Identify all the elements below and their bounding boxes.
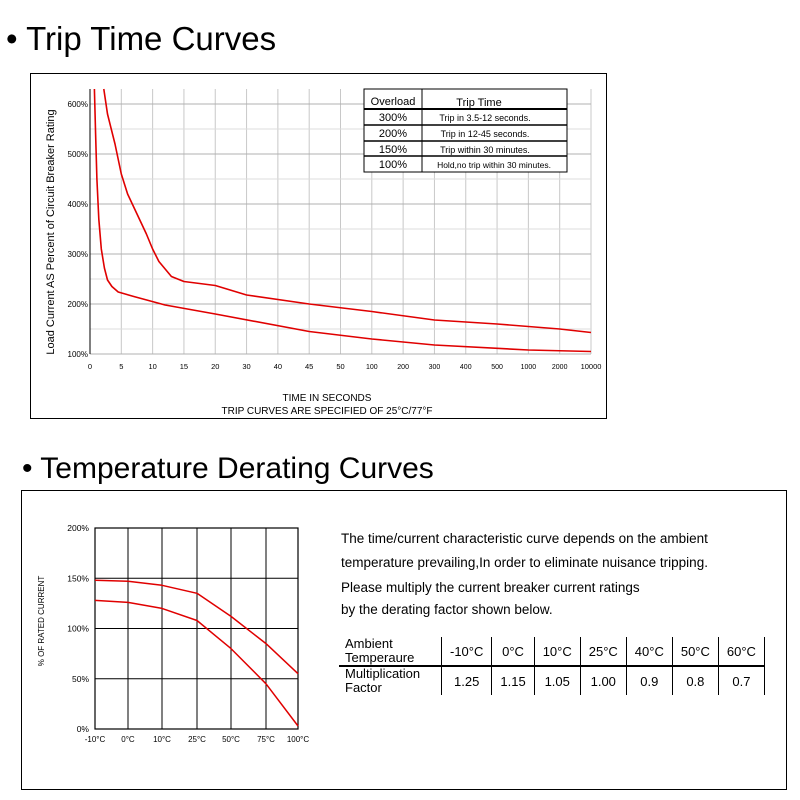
derating-x-tick-label: 0°C [121, 735, 135, 744]
trip-x-tick-label: 15 [180, 362, 188, 371]
trip-x-tick-label: 50 [336, 362, 344, 371]
derating-factor-table: Ambient Temperaure -10°C 0°C 10°C 25°C 4… [339, 637, 765, 695]
trip-table-header-overload: Overload [371, 96, 416, 108]
trip-curve-line [93, 88, 592, 353]
trip-x-tick-label: 10 [148, 362, 156, 371]
temperature-cell: 25°C [579, 637, 627, 667]
factor-cell: 1.15 [491, 666, 535, 695]
derating-curve-line [94, 599, 299, 727]
trip-x-tick-label: 500 [491, 364, 503, 371]
derating-y-tick-label: 100% [67, 624, 89, 634]
temperature-cell: 60°C [717, 637, 765, 667]
trip-y-tick-label: 200% [68, 300, 88, 309]
temperature-cell: 50°C [671, 637, 719, 667]
factor-cell: 0.9 [625, 666, 673, 695]
temperature-cell: 40°C [625, 637, 673, 667]
trip-x-tick-label: 20 [211, 362, 219, 371]
derating-y-tick-label: 200% [67, 523, 89, 533]
derating-chart: 0% 50% 100% 150% 200% -10°C 0°C 10°C 25°C 50°C 75… [37, 523, 310, 744]
trip-y-tick-label: 100% [68, 350, 88, 359]
trip-x-tick-label: 5 [119, 362, 123, 371]
trip-y-tick-label: 600% [68, 100, 88, 109]
trip-x-tick-label: 0 [88, 362, 92, 371]
derating-description-line: temperature prevailing,In order to elimi… [341, 555, 708, 570]
trip-y-tick-label: 300% [68, 250, 88, 259]
trip-x-tick-label: 100 [366, 364, 378, 371]
derating-x-tick-label: 75°C [257, 735, 275, 744]
trip-x-tick-label: 40 [274, 362, 282, 371]
factor-cell: 0.7 [717, 666, 765, 695]
trip-x-tick-label: 45 [305, 362, 313, 371]
derating-description-line: The time/current characteristic curve de… [341, 531, 708, 546]
trip-y-axis-label: Load Current AS Percent of Circuit Break… [45, 109, 57, 354]
derating-description-line: by the derating factor shown below. [341, 602, 553, 617]
trip-table-time: Trip in 12-45 seconds. [441, 129, 530, 139]
trip-x-axis-label: TIME IN SECONDS [283, 393, 372, 404]
derating-x-tick-label: 100°C [287, 735, 310, 744]
derating-description-line: Please multiply the current breaker curr… [341, 580, 640, 595]
temperature-cell: 0°C [491, 637, 535, 667]
derating-heading: • Temperature Derating Curves [22, 452, 434, 485]
multiplication-factor-label: Multiplication Factor [339, 666, 442, 695]
trip-chart: 100% 200% 300% 400% 500% 600% 0 5 10 15 20 30 40 45 5… [45, 88, 602, 417]
trip-x-tick-label: 2000 [552, 364, 568, 371]
trip-table-time: Hold,no trip within 30 minutes. [437, 160, 551, 170]
derating-y-tick-label: 0% [77, 724, 90, 734]
trip-x-tick-label: 30 [242, 362, 250, 371]
factor-cell: 1.05 [533, 666, 581, 695]
trip-table-time: Trip in 3.5-12 seconds. [439, 113, 530, 123]
trip-x-tick-label: 300 [429, 364, 441, 371]
trip-x-tick-label: 10000 [581, 362, 602, 371]
temperature-cell: -10°C [440, 637, 493, 667]
trip-time-heading: • Trip Time Curves [6, 20, 277, 57]
derating-y-tick-label: 150% [67, 573, 89, 583]
derating-y-axis-label: % OF RATED CURRENT [37, 576, 46, 667]
trip-table-overload: 300% [379, 112, 407, 124]
derating-x-tick-label: 10°C [153, 735, 171, 744]
ambient-temperature-label: Ambient Temperaure [339, 637, 442, 667]
trip-table-header-trip-time: Trip Time [456, 97, 501, 109]
factor-cell: 1.25 [440, 666, 493, 695]
trip-table-overload: 150% [379, 144, 407, 156]
trip-table-time: Trip within 30 minutes. [440, 145, 530, 155]
derating-x-tick-label: 50°C [222, 735, 240, 744]
trip-x-tick-label: 200 [397, 364, 409, 371]
trip-table-overload: 100% [379, 159, 407, 171]
trip-y-tick-label: 500% [68, 150, 88, 159]
derating-x-tick-label: -10°C [85, 735, 106, 744]
trip-caption: TRIP CURVES ARE SPECIFIED OF 25°C/77°F [221, 406, 432, 417]
trip-x-tick-label: 1000 [521, 364, 537, 371]
temperature-cell: 10°C [533, 637, 581, 667]
derating-curve-line [94, 579, 299, 675]
derating-panel: 0% 50% 100% 150% 200% -10°C 0°C 10°C 25°C 50°C 75… [21, 490, 787, 790]
derating-x-tick-label: 25°C [188, 735, 206, 744]
trip-time-table: Overload Trip Time 300% Trip in 3.5-12 s… [363, 88, 568, 173]
factor-cell: 1.00 [579, 666, 627, 695]
trip-curve-line [103, 88, 592, 334]
derating-y-tick-label: 50% [72, 674, 89, 684]
trip-table-overload: 200% [379, 128, 407, 140]
trip-chart-panel: 100% 200% 300% 400% 500% 600% 0 5 10 15 20 30 40 45 5… [30, 73, 607, 419]
trip-x-tick-label: 400 [460, 364, 472, 371]
trip-y-tick-label: 400% [68, 200, 88, 209]
factor-cell: 0.8 [671, 666, 719, 695]
